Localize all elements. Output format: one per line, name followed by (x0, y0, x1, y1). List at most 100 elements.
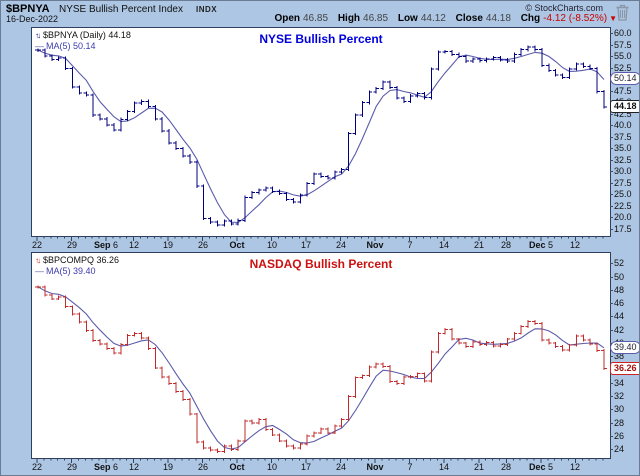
y-axis-label: 52 (614, 258, 625, 268)
y-axis-label: 46 (614, 298, 625, 308)
y-axis-tick (610, 33, 613, 34)
y-axis-tick (610, 217, 613, 218)
y-axis-tick (610, 183, 613, 184)
nyse-y-axis: 60.057.555.052.550.047.545.042.540.037.5… (610, 27, 639, 237)
date-axis-label: 14 (438, 240, 450, 250)
date-axis-label: 12 (128, 462, 140, 472)
y-axis-label: 48 (614, 285, 625, 295)
date-axis-label: 26 (197, 240, 209, 250)
low-value: 44.12 (420, 13, 446, 24)
panel-title-nasdaq: NASDAQ Bullish Percent (249, 257, 393, 271)
date-axis-label: Oct (229, 240, 245, 250)
date-axis-label: 24 (335, 240, 347, 250)
y-axis-tick (610, 45, 613, 46)
copyright-text: © StockCharts.com (525, 3, 603, 13)
y-axis-label: 57.5 (614, 40, 632, 50)
date-axis-label: 22 (31, 240, 43, 250)
date-axis-label: Nov (366, 462, 384, 472)
y-axis-tick (610, 290, 613, 291)
y-axis-tick (610, 303, 613, 304)
date-axis-label: 17 (300, 462, 312, 472)
y-axis-tick (610, 229, 613, 230)
y-axis-tick (610, 449, 613, 450)
nyse-legend: ↑↓ $BPNYA (Daily) 44.18 — MA(5) 50.14 (35, 30, 131, 51)
close-value: 44.18 (485, 13, 511, 24)
index-name: NYSE Bullish Percent Index (59, 4, 183, 15)
date-axis-label: 26 (197, 462, 209, 472)
nasdaq-legend-series: $BPCOMPQ 36.26 (43, 255, 120, 265)
y-axis-label: 20.0 (614, 212, 632, 222)
y-axis-label: 60.0 (614, 28, 632, 38)
chg-down-arrow-icon[interactable]: ▼ (609, 14, 617, 23)
open-label: Open (274, 13, 300, 24)
nasdaq-legend: ↑↓ $BPCOMPQ 36.26 — MA(5) 39.40 (35, 255, 119, 276)
y-axis-tick (610, 383, 613, 384)
date-axis-label: Oct (229, 462, 245, 472)
high-label: High (337, 13, 361, 24)
date-axis-label: 17 (300, 240, 312, 250)
date-axis-label: 12 (569, 462, 581, 472)
date-axis-label: 12 (569, 240, 581, 250)
y-axis-tick (610, 206, 613, 207)
quote-strip: Open 46.85 High 46.85 Low 44.12 Close 44.18 … (267, 13, 617, 24)
chg-value: -4.12 (-8.52%) (543, 13, 608, 24)
y-axis-tick (610, 277, 613, 278)
open-value: 46.85 (303, 13, 329, 24)
date-axis-label: 7 (407, 462, 413, 472)
y-axis-label: 37.5 (614, 132, 632, 142)
y-axis-tick (610, 171, 613, 172)
exchange-tag: INDX (196, 5, 218, 14)
y-axis-label: 30 (614, 404, 625, 414)
y-axis-label: 44 (614, 311, 625, 321)
trash-icon[interactable] (615, 4, 630, 21)
updown-arrows-icon: ↑↓ (35, 256, 41, 265)
nasdaq-bullish-percent-plot: NASDAQ Bullish Percent ↑↓ $BPCOMPQ 36.26 … (31, 252, 611, 459)
chart-header: $BPNYA NYSE Bullish Percent Index INDX ©… (1, 1, 639, 26)
y-axis-label: 42 (614, 325, 625, 335)
date-axis-label: 29 (66, 240, 78, 250)
y-axis-label: 25.0 (614, 189, 632, 199)
date-axis-label: 22 (31, 462, 43, 472)
chart-date: 16-Dec-2022 (6, 14, 59, 24)
y-axis-tick (610, 409, 613, 410)
y-axis-label: 22.5 (614, 201, 632, 211)
y-axis-label: 50 (614, 272, 625, 282)
ma-line-swatch: — (35, 41, 44, 51)
nyse-legend-series: $BPNYA (Daily) 44.18 (43, 30, 131, 40)
y-axis-label: 42.5 (614, 109, 632, 119)
chg-label: Chg (520, 13, 541, 24)
date-axis-label: 12 (128, 240, 140, 250)
date-axis-label: 28 (500, 240, 512, 250)
y-axis-tick (610, 356, 613, 357)
y-axis-tick (610, 56, 613, 57)
y-axis-tick (610, 114, 613, 115)
date-axis-label: 29 (66, 462, 78, 472)
date-axis-label: 7 (407, 240, 413, 250)
nyse-bullish-percent-plot: NYSE Bullish Percent ↑↓ $BPNYA (Daily) 44… (31, 27, 611, 237)
date-axis-label: 21 (473, 462, 485, 472)
y-axis-label: 30.0 (614, 166, 632, 176)
date-axis-label: Dec 5 (528, 462, 554, 472)
y-axis-tick (610, 436, 613, 437)
panel-title-nyse: NYSE Bullish Percent (259, 32, 383, 46)
y-axis-label: 34 (614, 378, 625, 388)
date-axis-label: 14 (438, 462, 450, 472)
date-axis-label: Sep 6 (93, 240, 119, 250)
y-axis-tick (610, 160, 613, 161)
nyse-legend-ma: MA(5) 50.14 (46, 41, 96, 51)
y-axis-label: 40.0 (614, 120, 632, 130)
date-axis-label: Nov (366, 240, 384, 250)
nyse-chart-canvas (35, 45, 607, 227)
y-axis-label: 47.5 (614, 86, 632, 96)
y-axis-tick (610, 396, 613, 397)
y-axis-label: 17.5 (614, 224, 632, 234)
last-price-pill: 36.26 (610, 362, 639, 375)
date-axis-label: Sep 6 (93, 462, 119, 472)
date-axis-label: 21 (473, 240, 485, 250)
y-axis-tick (610, 148, 613, 149)
y-axis-label: 35.0 (614, 143, 632, 153)
y-axis-label: 32 (614, 391, 625, 401)
date-axis-label: 28 (500, 462, 512, 472)
